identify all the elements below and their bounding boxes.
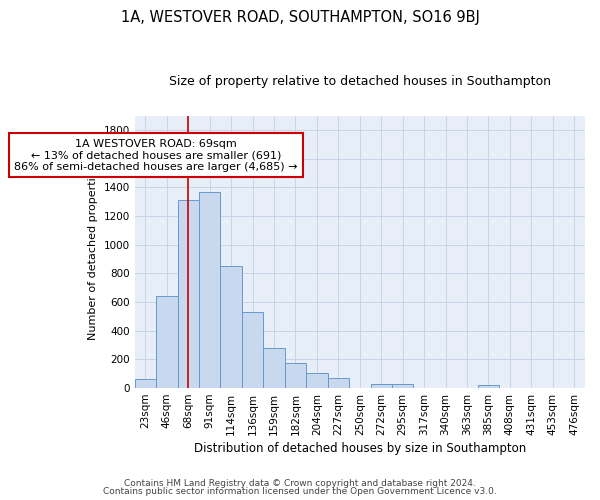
Text: Contains public sector information licensed under the Open Government Licence v3: Contains public sector information licen… [103, 487, 497, 496]
Bar [220, 266, 242, 388]
Title: Size of property relative to detached houses in Southampton: Size of property relative to detached ho… [169, 75, 551, 88]
Bar [328, 378, 349, 388]
Y-axis label: Number of detached properties: Number of detached properties [88, 164, 98, 340]
Bar [371, 384, 392, 388]
Bar [392, 384, 413, 388]
Text: Contains HM Land Registry data © Crown copyright and database right 2024.: Contains HM Land Registry data © Crown c… [124, 478, 476, 488]
Text: 1A, WESTOVER ROAD, SOUTHAMPTON, SO16 9BJ: 1A, WESTOVER ROAD, SOUTHAMPTON, SO16 9BJ [121, 10, 479, 25]
Bar [156, 296, 178, 388]
X-axis label: Distribution of detached houses by size in Southampton: Distribution of detached houses by size … [194, 442, 526, 455]
Bar [285, 363, 306, 388]
Bar [263, 348, 285, 388]
Bar [178, 200, 199, 388]
Bar [306, 373, 328, 388]
Bar [242, 312, 263, 388]
Bar [134, 380, 156, 388]
Bar [478, 385, 499, 388]
Bar [199, 192, 220, 388]
Text: 1A WESTOVER ROAD: 69sqm
← 13% of detached houses are smaller (691)
86% of semi-d: 1A WESTOVER ROAD: 69sqm ← 13% of detache… [14, 138, 298, 172]
